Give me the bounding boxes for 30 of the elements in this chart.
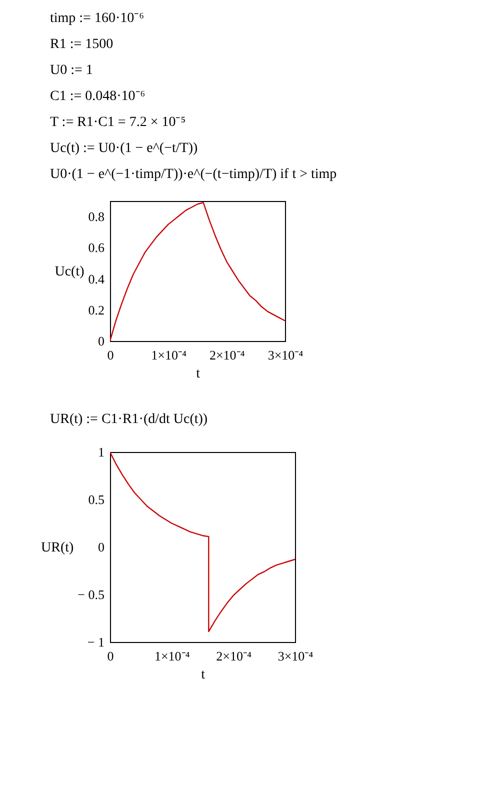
x-tick-label: 3×10⁻⁴	[268, 348, 304, 362]
x-tick-label: 1×10⁻⁴	[154, 648, 190, 664]
x-axis-title: t	[196, 366, 200, 382]
y-tick-label: 0.4	[88, 271, 105, 286]
x-tick-label: 3×10⁻⁴	[278, 648, 314, 664]
x-tick-label: 1×10⁻⁴	[151, 348, 187, 362]
text: C1 := 0.048·10⁻⁶	[50, 89, 146, 104]
text: Uc(t) := U0·(1 − e^(−t/T))	[50, 141, 198, 156]
y-tick-label: 0	[98, 334, 104, 348]
y-tick-label: − 1	[87, 634, 104, 650]
x-tick-label: 2×10⁻⁴	[209, 348, 246, 362]
text: R1 := 1500	[50, 37, 114, 52]
y-axis-title: Uc(t)	[54, 264, 85, 280]
y-tick-label: 0.8	[88, 209, 104, 224]
y-axis-title: UR(t)	[40, 540, 74, 556]
x-axis-title: t	[201, 668, 206, 682]
line-series	[110, 202, 285, 341]
text: U0 := 1	[50, 63, 93, 78]
y-tick-label: 1	[98, 444, 104, 460]
text: UR(t) := C1·R1·(d/dt Uc(t))	[50, 412, 208, 427]
y-tick-label: 0.6	[88, 240, 105, 256]
x-tick-label: 2×10⁻⁴	[216, 648, 252, 664]
y-tick-label: 0.2	[88, 302, 104, 318]
text: T := R1·C1 = 7.2 × 10⁻⁵	[50, 115, 186, 130]
y-tick-label: 0	[98, 540, 104, 554]
y-tick-label: 0.5	[88, 492, 104, 507]
line-series	[110, 452, 295, 632]
text: timp := 160·10⁻⁶	[50, 11, 144, 26]
text: U0·(1 − e^(−1·timp/T))·e^(−(t−timp)/T) if t > timp	[50, 167, 337, 182]
y-tick-label: − 0.5	[78, 587, 104, 602]
